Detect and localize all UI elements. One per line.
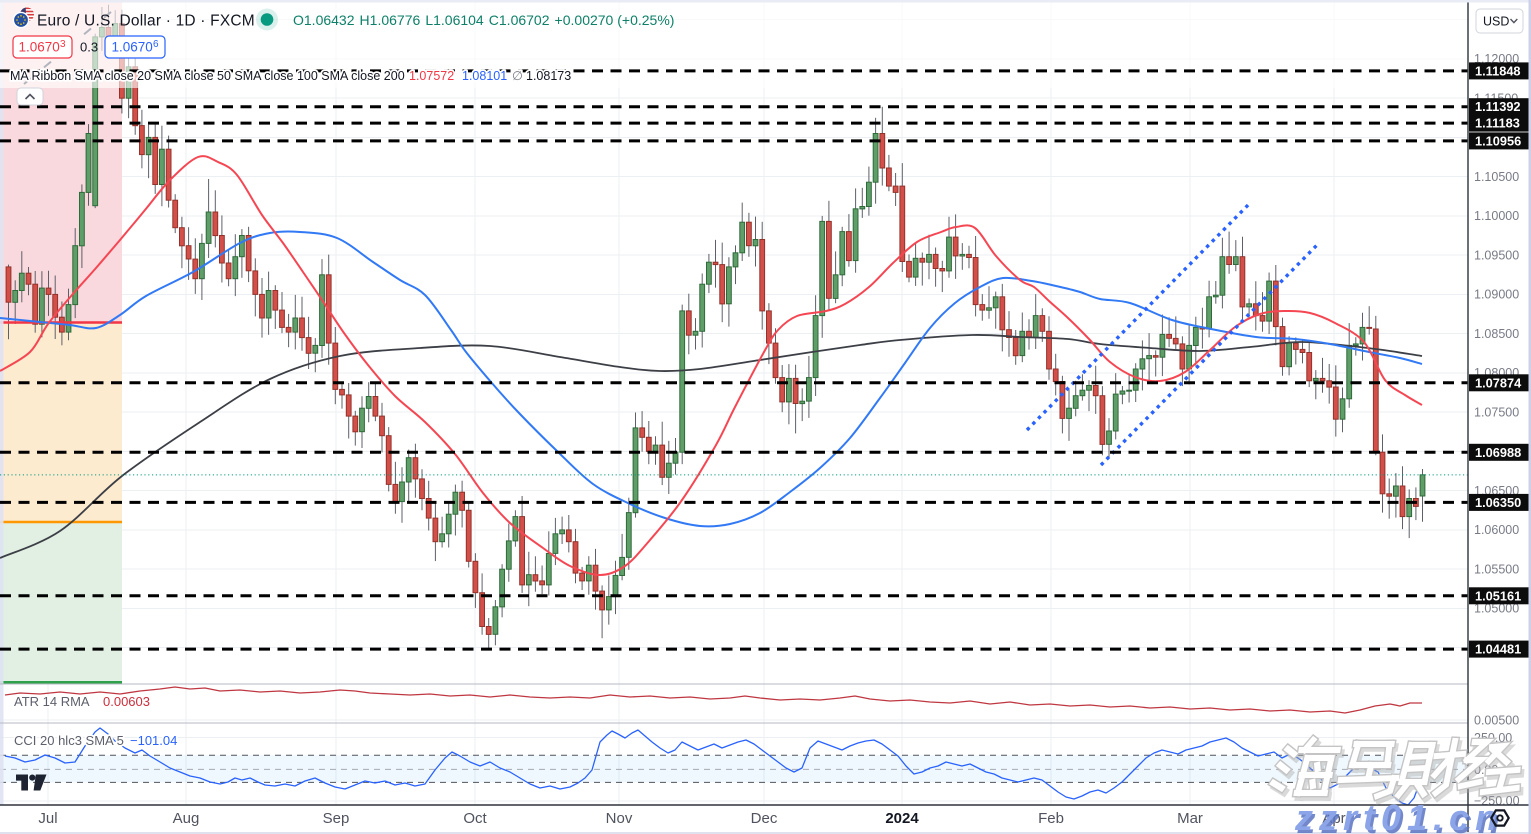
svg-text:Oct: Oct [463,810,487,827]
svg-text:1.08173: 1.08173 [526,69,571,83]
svg-text:1.11392: 1.11392 [1475,99,1521,114]
svg-text:O1.06432 H1.06776 L1.06104: O1.06432 H1.06776 L1.06104 C1.06702 +0.0… [293,12,674,28]
svg-text:2024: 2024 [885,810,919,827]
svg-text:Jul: Jul [38,810,57,827]
svg-text:1.06000: 1.06000 [1474,523,1519,537]
svg-text:1.08101: 1.08101 [462,69,507,83]
svg-text:1.07500: 1.07500 [1474,405,1519,419]
svg-text:1.07874: 1.07874 [1475,375,1522,390]
svg-text:3: 3 [60,39,66,50]
svg-text:1.07572: 1.07572 [409,69,454,83]
svg-text:0.00603: 0.00603 [103,694,150,709]
svg-text:Euro / U.S. Dollar · 1D · FXCM: Euro / U.S. Dollar · 1D · FXCM [37,13,255,30]
svg-text:1.06350: 1.06350 [1475,495,1521,510]
svg-text:USD: USD [1483,15,1509,29]
svg-text:Aug: Aug [173,810,200,827]
svg-text:1.10500: 1.10500 [1474,170,1519,184]
svg-text:1.09500: 1.09500 [1474,248,1519,262]
svg-text:1.04481: 1.04481 [1475,642,1521,657]
svg-text:1.05161: 1.05161 [1475,588,1521,603]
svg-text:zzrt01.cn: zzrt01.cn [1294,797,1503,834]
svg-text:Mar: Mar [1177,810,1203,827]
svg-text:Feb: Feb [1038,810,1064,827]
svg-text:1.10000: 1.10000 [1474,209,1519,223]
svg-text:1.05500: 1.05500 [1474,562,1519,576]
svg-text:1.09000: 1.09000 [1474,288,1519,302]
svg-text:1.0670: 1.0670 [19,40,60,55]
svg-text:∅: ∅ [512,69,523,83]
svg-text:6: 6 [153,39,159,50]
svg-text:1.10956: 1.10956 [1475,133,1521,148]
svg-text:1.05000: 1.05000 [1474,602,1519,616]
svg-text:1.06988: 1.06988 [1475,445,1521,460]
svg-text:1.11183: 1.11183 [1475,116,1520,131]
svg-text:Sep: Sep [323,810,350,827]
svg-text:Dec: Dec [751,810,778,827]
svg-text:1.11848: 1.11848 [1475,63,1521,78]
svg-text:CCI 20 hlc3 SMA 5: CCI 20 hlc3 SMA 5 [14,733,124,748]
svg-text:1.08500: 1.08500 [1474,327,1519,341]
svg-text:−101.04: −101.04 [130,733,177,748]
svg-text:0.00500: 0.00500 [1474,713,1519,727]
svg-text:zzrt01.cn: zzrt01.cn [1297,800,1506,834]
svg-text:ATR 14 RMA: ATR 14 RMA [14,694,90,709]
svg-text:MA Ribbon SMA close 20 SMA clo: MA Ribbon SMA close 20 SMA close 50 SMA … [10,69,405,83]
svg-text:0.3: 0.3 [80,40,98,55]
svg-text:1.0670: 1.0670 [112,40,153,55]
svg-text:Apr: Apr [1322,810,1345,827]
svg-text:Nov: Nov [606,810,633,827]
